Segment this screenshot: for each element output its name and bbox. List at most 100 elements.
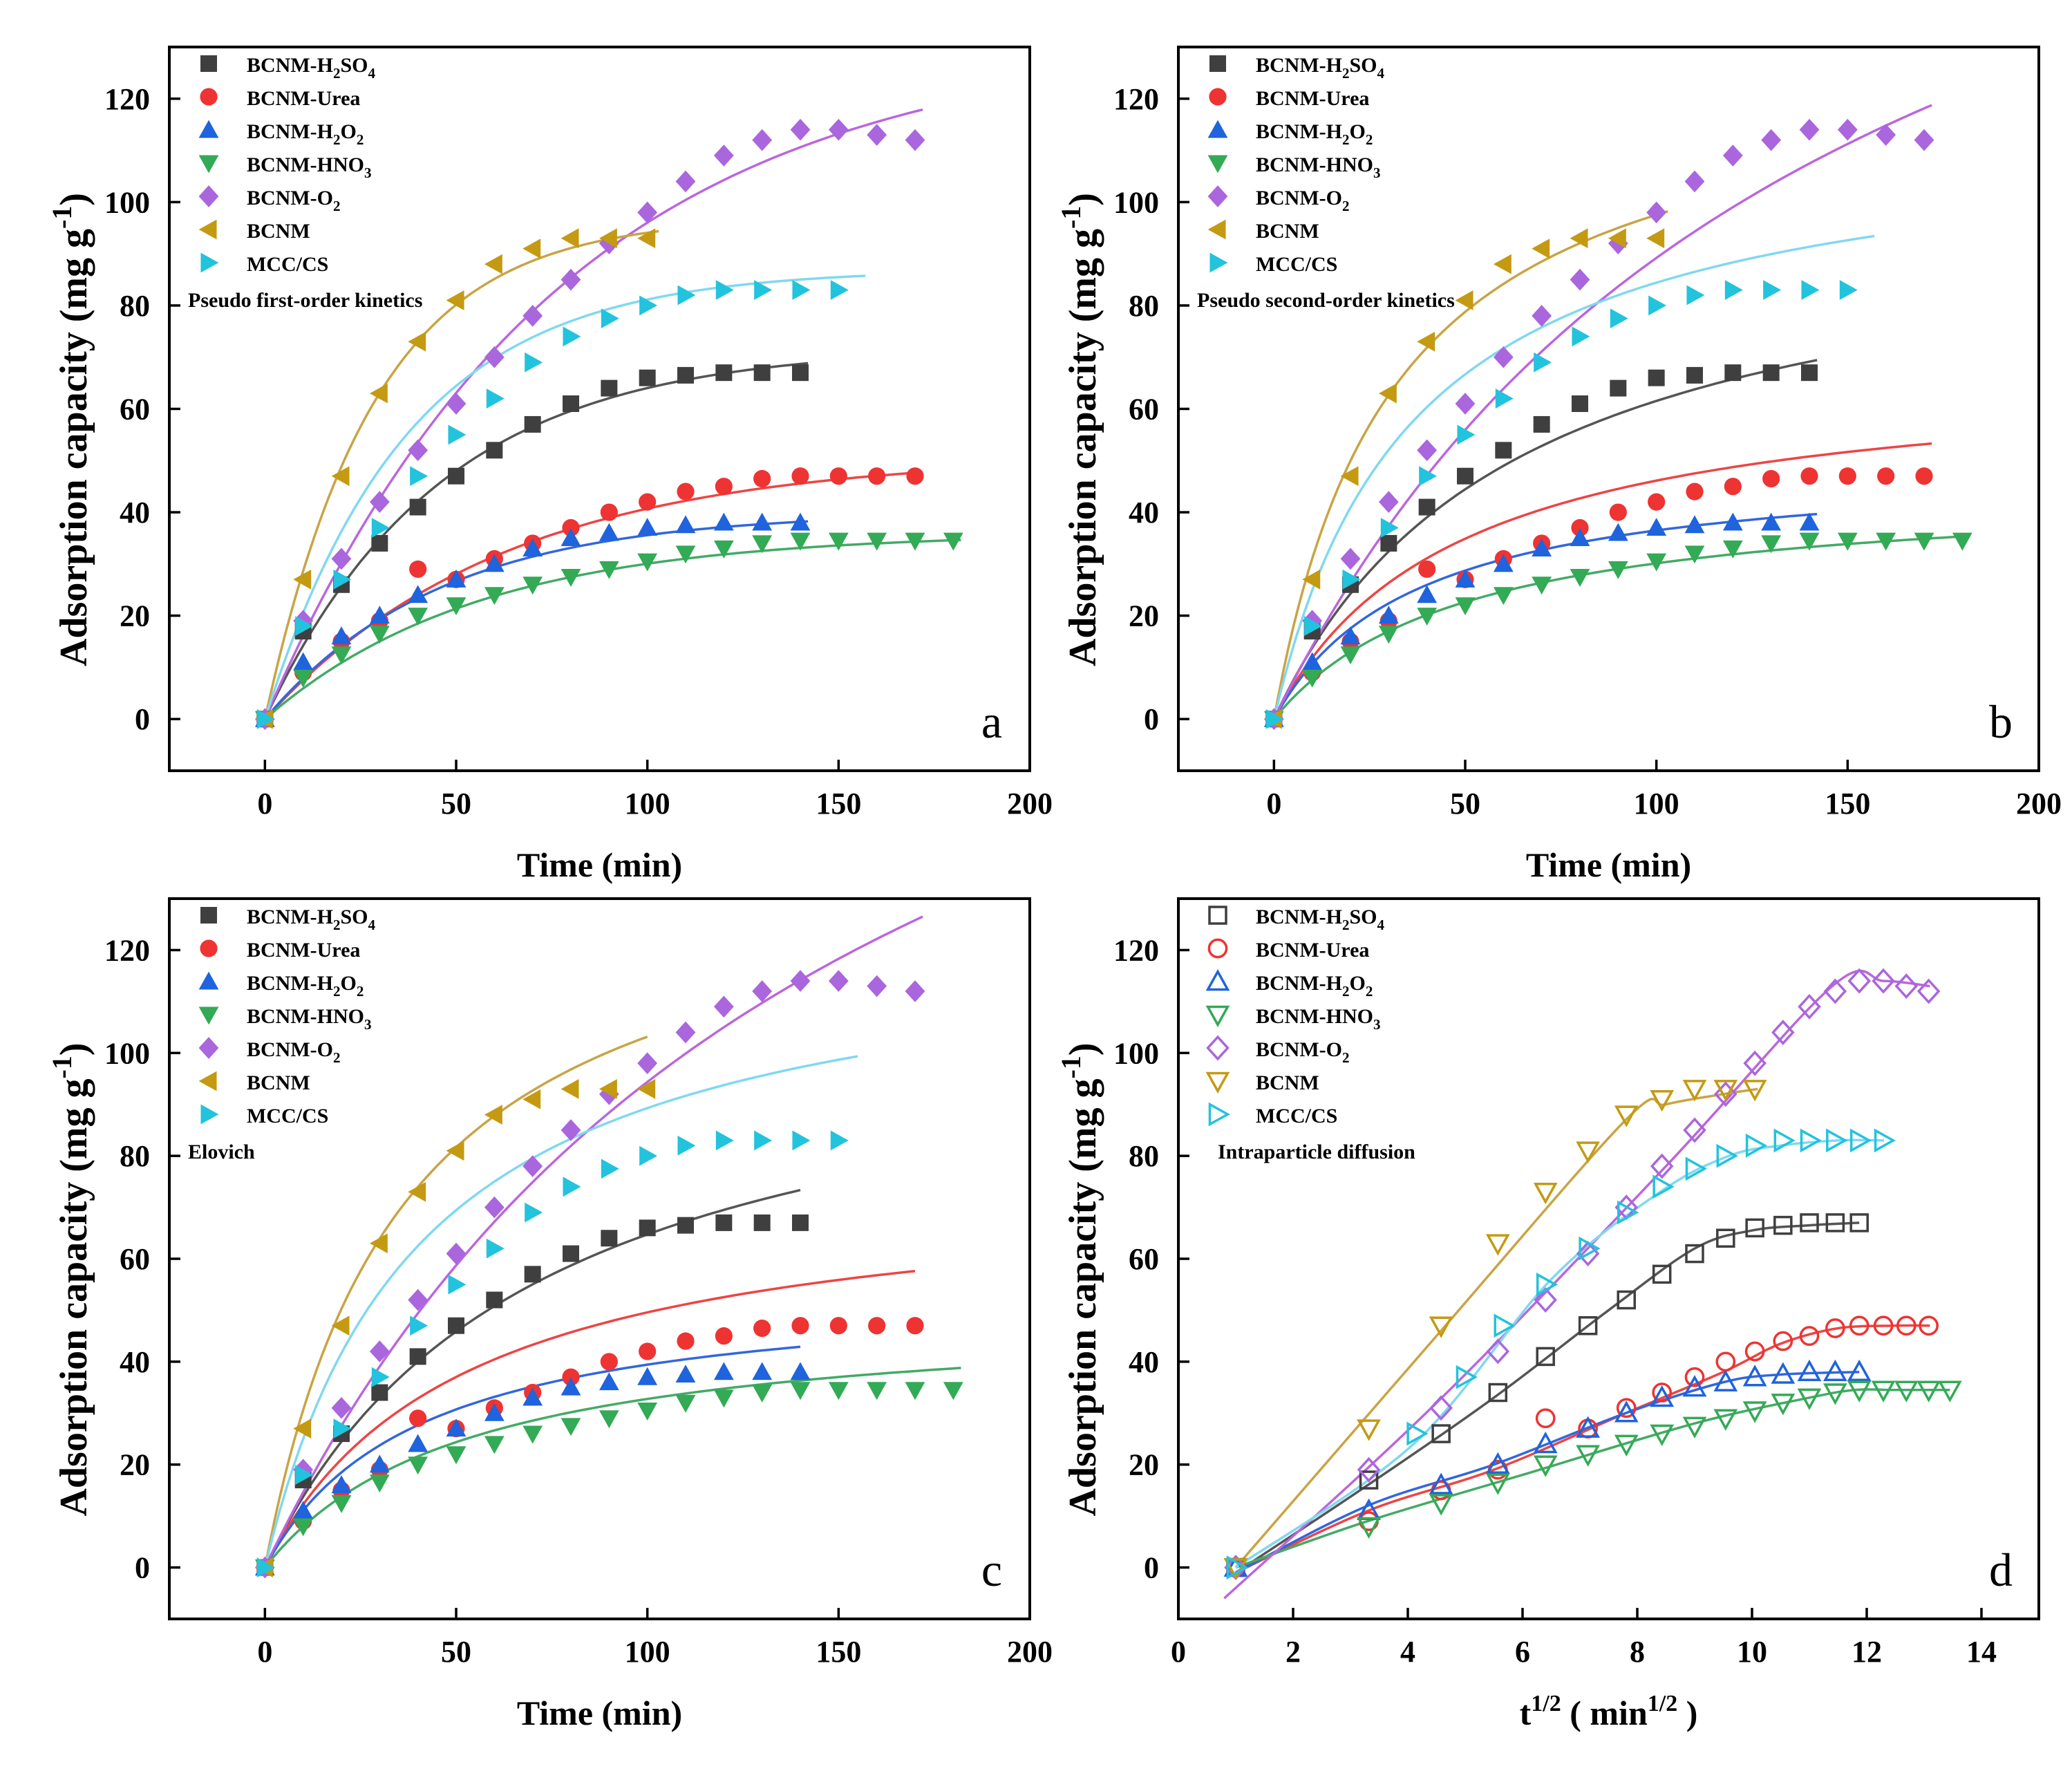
fit-curve xyxy=(263,1367,961,1568)
data-point xyxy=(1357,1517,1381,1539)
data-point xyxy=(522,1425,543,1444)
data-point xyxy=(1485,1473,1510,1495)
data-point xyxy=(1652,1383,1673,1403)
series-bcnm xyxy=(1263,228,1665,729)
data-point xyxy=(1533,1431,1558,1454)
y-tick-label: 80 xyxy=(120,1139,150,1173)
data-point xyxy=(1378,606,1399,624)
legend-marker xyxy=(198,1037,219,1059)
data-point xyxy=(1570,268,1590,291)
x-tick-label: 200 xyxy=(2016,787,2062,821)
data-point xyxy=(828,970,849,992)
data-point xyxy=(1722,144,1743,167)
data-point xyxy=(1570,569,1590,587)
data-point xyxy=(408,1181,426,1202)
legend-label: MCC/CS xyxy=(247,253,328,276)
data-point xyxy=(754,1130,773,1151)
data-point xyxy=(1896,1315,1916,1336)
x-axis-label: Time (min) xyxy=(1526,845,1691,884)
data-point xyxy=(484,1105,502,1125)
data-point xyxy=(1340,626,1361,645)
y-tick-label: 60 xyxy=(1129,393,1159,427)
data-point xyxy=(1743,1050,1767,1076)
data-point xyxy=(1916,1380,1941,1403)
legend-label: BCNM-H2O2 xyxy=(247,972,364,1000)
x-axis-label: Time (min) xyxy=(517,1694,682,1732)
data-point xyxy=(637,1367,658,1385)
data-point xyxy=(1571,518,1589,537)
data-point xyxy=(1536,1347,1555,1367)
data-point xyxy=(331,1475,352,1494)
data-point xyxy=(675,170,696,193)
data-point xyxy=(713,995,734,1018)
data-point xyxy=(713,1389,734,1408)
data-point xyxy=(1937,1380,1962,1403)
data-point xyxy=(599,1078,617,1099)
data-point xyxy=(1646,553,1667,572)
data-point xyxy=(1536,1272,1558,1297)
y-tick-label: 40 xyxy=(1129,1345,1159,1379)
data-point xyxy=(600,503,618,521)
data-point xyxy=(1617,1290,1636,1310)
series-bcnm-o2 xyxy=(1263,118,1934,731)
data-point xyxy=(715,1130,734,1151)
fit-curve xyxy=(264,471,923,720)
data-point xyxy=(1609,503,1627,521)
data-point xyxy=(601,1159,619,1179)
data-point xyxy=(1714,1081,1737,1107)
legend-marker xyxy=(200,252,219,273)
legend-label: BCNM xyxy=(247,220,310,243)
fit-curve xyxy=(1235,1388,1950,1569)
y-tick-label: 20 xyxy=(1129,599,1159,633)
data-point xyxy=(675,1021,696,1044)
data-point xyxy=(563,1245,579,1262)
data-point xyxy=(1650,1424,1675,1447)
data-point xyxy=(1742,1401,1767,1423)
data-point xyxy=(293,1501,314,1519)
data-point xyxy=(790,118,811,141)
data-point xyxy=(522,305,543,327)
data-point xyxy=(1532,577,1552,595)
data-point xyxy=(1429,1395,1453,1421)
data-point xyxy=(1716,1143,1738,1168)
legend-marker xyxy=(1208,906,1227,925)
data-point xyxy=(522,1155,543,1177)
y-tick-label: 100 xyxy=(104,1036,150,1070)
data-point xyxy=(522,238,541,259)
y-tick-label: 40 xyxy=(1129,496,1159,530)
data-point xyxy=(1798,993,1821,1020)
legend-label: BCNM-Urea xyxy=(1256,87,1369,110)
y-tick-label: 60 xyxy=(1129,1242,1159,1276)
x-tick-label: 8 xyxy=(1630,1635,1645,1669)
series-bcnm xyxy=(254,228,656,729)
data-point xyxy=(486,1291,503,1309)
data-point xyxy=(906,1317,924,1335)
legend-marker xyxy=(1207,938,1228,959)
data-point xyxy=(484,254,502,274)
data-point xyxy=(1650,1090,1675,1112)
data-point xyxy=(1797,1388,1822,1410)
legend-marker xyxy=(198,120,219,138)
data-point xyxy=(752,980,773,1002)
data-point xyxy=(1876,124,1896,146)
legend-label: BCNM xyxy=(247,1071,310,1094)
data-point xyxy=(1685,1244,1704,1264)
data-point xyxy=(369,626,390,644)
data-point xyxy=(1493,554,1514,572)
data-point xyxy=(1265,709,1284,729)
x-tick-label: 150 xyxy=(816,787,861,821)
data-point xyxy=(1652,1174,1675,1199)
legend-label: MCC/CS xyxy=(1256,1105,1337,1127)
data-point xyxy=(829,1317,847,1335)
data-point xyxy=(1762,469,1780,488)
data-point xyxy=(639,493,657,511)
data-point xyxy=(1773,1331,1793,1351)
data-point xyxy=(753,469,771,488)
data-point xyxy=(561,1078,579,1099)
data-point xyxy=(1847,1359,1872,1382)
data-point xyxy=(1847,968,1871,994)
legend-marker xyxy=(198,219,217,240)
data-point xyxy=(715,478,733,496)
data-point xyxy=(675,545,696,564)
series-bcnm-hno3 xyxy=(1223,1380,1962,1580)
